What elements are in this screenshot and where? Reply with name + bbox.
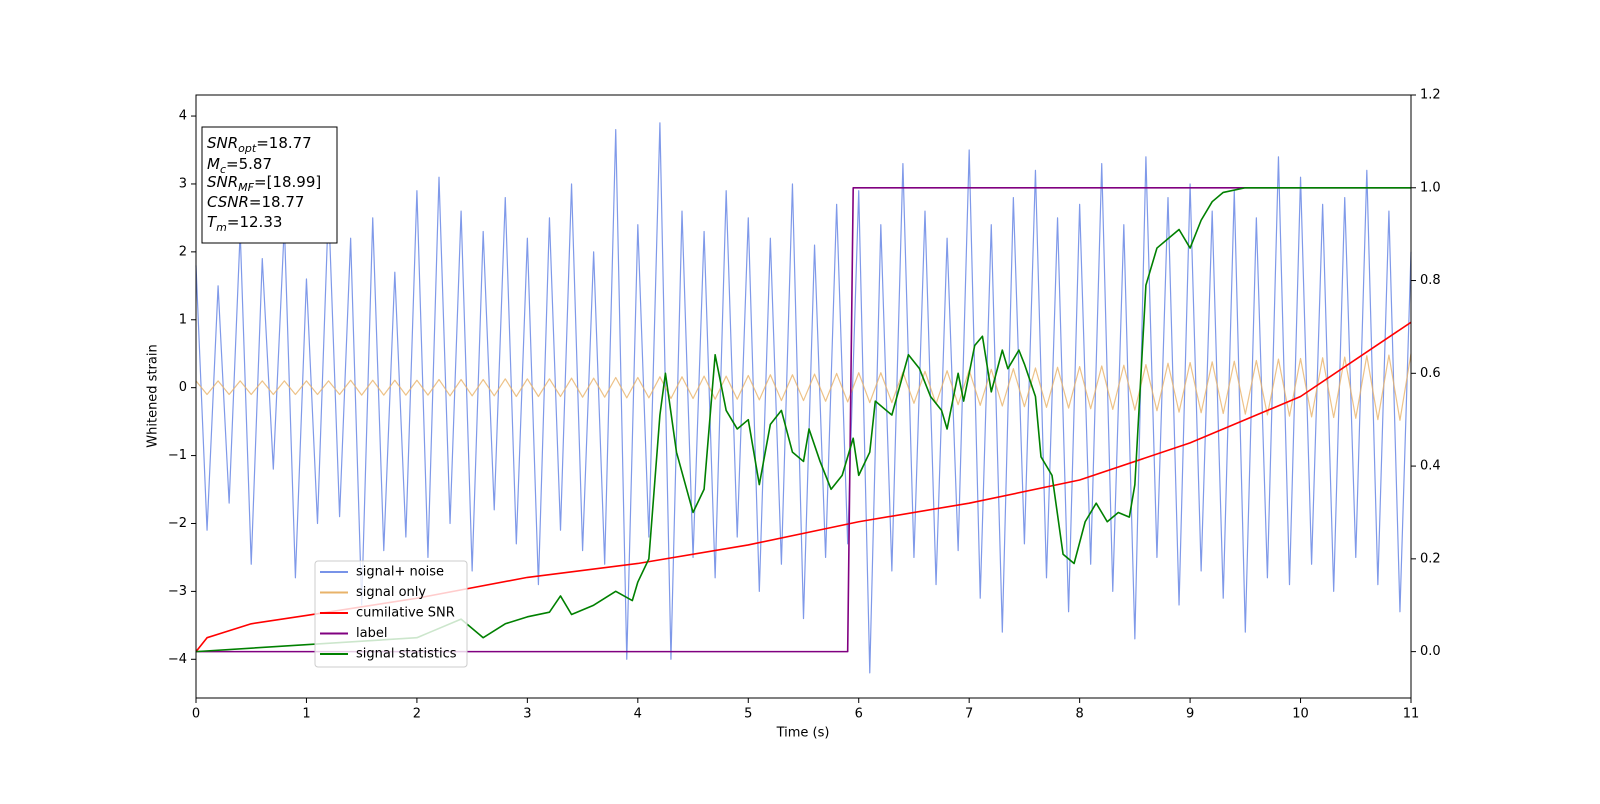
annotation-value: =5.87 — [226, 155, 272, 173]
x-tick-label: 3 — [523, 707, 531, 722]
annotation-text: Mc=5.87 — [207, 155, 272, 176]
y2-tick-label: 0.4 — [1420, 459, 1441, 474]
annotation-text: Tm=12.33 — [207, 213, 282, 234]
y-tick-label: 4 — [179, 109, 187, 124]
y2-tick-label: 0.2 — [1420, 551, 1441, 566]
y-tick-label: 0 — [179, 380, 187, 395]
x-tick-label: 5 — [744, 707, 752, 722]
x-tick-label: 2 — [413, 707, 421, 722]
annotation-sub: opt — [238, 142, 257, 155]
y2-tick-label: 0.6 — [1420, 366, 1441, 381]
annotation-name: T — [207, 213, 218, 231]
series-line — [196, 186, 1411, 653]
annotation-name: M — [207, 155, 220, 173]
annotation-box — [201, 126, 338, 244]
y2-tick-label: 1.2 — [1420, 88, 1441, 103]
legend-label: signal+ noise — [356, 565, 444, 580]
annotation-name: SNR — [207, 173, 238, 191]
legend-label: signal only — [356, 585, 426, 600]
legend-label: cumilative SNR — [356, 606, 455, 621]
series-line — [195, 122, 1412, 674]
series-line — [195, 353, 1412, 421]
y-tick-label: −1 — [168, 448, 187, 463]
x-axis-label: Time (s) — [776, 726, 830, 741]
annotation-name: SNR — [207, 134, 238, 152]
x-tick-label: 4 — [634, 707, 642, 722]
y-tick-label: −2 — [168, 516, 187, 531]
annotation-text: SNRopt=18.77 — [207, 134, 312, 155]
y-tick-label: −4 — [168, 652, 187, 667]
y2-tick-label: 0.8 — [1420, 273, 1441, 288]
x-tick-label: 10 — [1292, 707, 1309, 722]
legend-label: signal statistics — [356, 647, 457, 662]
y-tick-label: 3 — [179, 176, 187, 191]
y-tick-label: 2 — [179, 244, 187, 259]
annotation-sub: c — [220, 163, 226, 176]
x-tick-label: 1 — [302, 707, 310, 722]
y2-tick-label: 1.0 — [1420, 180, 1441, 195]
x-tick-label: 9 — [1186, 707, 1194, 722]
annotation-name: CSNR — [207, 193, 249, 211]
y-tick-label: −3 — [168, 584, 187, 599]
legend-box — [314, 560, 468, 668]
x-tick-label: 8 — [1075, 707, 1083, 722]
series-line — [195, 186, 1411, 653]
annotation-sub: m — [216, 221, 227, 234]
y-axis-label: Whitened strain — [146, 344, 161, 447]
annotation-value: =18.77 — [249, 193, 305, 211]
y2-tick-label: 0.0 — [1420, 644, 1441, 659]
annotation-text: CSNR=18.77 — [207, 193, 304, 211]
annotation-value: =18.77 — [256, 134, 312, 152]
annotation-text: SNRMF=[18.99] — [207, 173, 321, 194]
legend-label: label — [356, 626, 387, 641]
annotation-value: =[18.99] — [254, 173, 321, 191]
x-tick-label: 6 — [855, 707, 863, 722]
annotation-value: =12.33 — [227, 213, 283, 231]
y-tick-label: 1 — [179, 312, 187, 327]
x-tick-label: 7 — [965, 707, 973, 722]
series-line — [195, 321, 1412, 653]
x-tick-label: 11 — [1403, 707, 1420, 722]
annotation-sub: MF — [238, 181, 254, 194]
plot-frame — [195, 94, 1412, 699]
x-tick-label: 0 — [192, 707, 200, 722]
